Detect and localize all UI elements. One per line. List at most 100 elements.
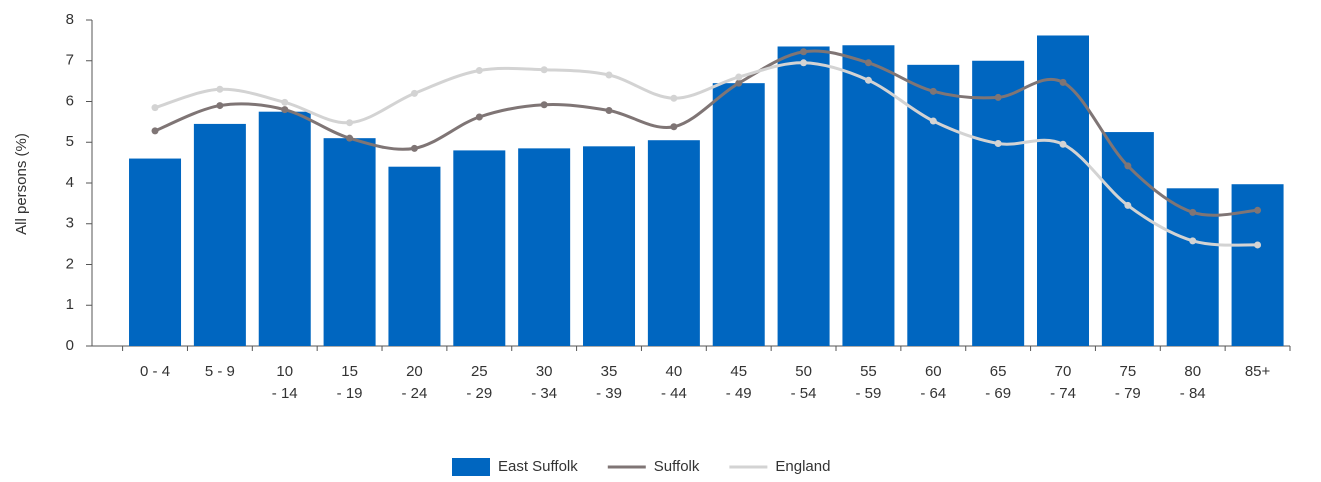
point (281, 106, 289, 114)
x-tick-label: 20 (406, 363, 423, 380)
x-tick-label: 45 (730, 363, 747, 380)
x-tick-label: 85+ (1245, 363, 1271, 380)
x-tick-label: - 64 (920, 385, 946, 402)
x-tick-label: - 79 (1115, 385, 1141, 402)
legend-label: England (775, 458, 830, 475)
x-tick-label: - 19 (337, 385, 363, 402)
bar (323, 138, 376, 346)
y-tick-label: 7 (66, 52, 74, 69)
bar (388, 166, 441, 346)
x-tick-label: 5 - 9 (205, 363, 235, 380)
bar (972, 60, 1025, 346)
y-tick-label: 5 (66, 133, 74, 150)
y-tick-label: 1 (66, 296, 74, 313)
x-tick-label: - 49 (726, 385, 752, 402)
x-tick-label: 75 (1120, 363, 1137, 380)
x-tick-label: 10 (276, 363, 293, 380)
point (800, 59, 808, 67)
x-tick-label: 15 (341, 363, 358, 380)
x-tick-label: 0 - 4 (140, 363, 170, 380)
point (1124, 162, 1132, 170)
x-tick-label: 70 (1055, 363, 1072, 380)
point (151, 104, 159, 112)
x-tick-label: - 14 (272, 385, 298, 402)
point (410, 144, 418, 152)
point (605, 71, 613, 79)
point (800, 48, 808, 56)
bar (583, 146, 636, 346)
y-tick-label: 8 (66, 11, 74, 28)
line (154, 49, 1258, 217)
legend-item: East Suffolk (452, 458, 578, 476)
x-tick-label: - 74 (1050, 385, 1076, 402)
x-tick-label: - 59 (856, 385, 882, 402)
point (1059, 140, 1067, 148)
point (216, 102, 224, 110)
point (994, 93, 1002, 101)
x-tick-label: - 39 (596, 385, 622, 402)
bar (453, 150, 506, 346)
bar (1037, 35, 1090, 347)
bar (647, 140, 700, 346)
bar (518, 148, 571, 346)
point (151, 127, 159, 135)
point (475, 113, 483, 121)
x-tick-label: - 44 (661, 385, 687, 402)
point (735, 73, 743, 81)
x-tick-label: 60 (925, 363, 942, 380)
point (216, 85, 224, 93)
point (540, 66, 548, 74)
point (1189, 208, 1197, 216)
x-tick-label: - 54 (791, 385, 817, 402)
x-tick-label: 55 (860, 363, 877, 380)
point (475, 67, 483, 75)
x-tick-label: - 84 (1180, 385, 1206, 402)
x-tick-label: 80 (1184, 363, 1201, 380)
bar (258, 111, 311, 346)
x-tick-label: - 24 (402, 385, 428, 402)
y-tick-label: 3 (66, 215, 74, 232)
point (540, 101, 548, 109)
point (346, 119, 354, 127)
x-tick-label: - 34 (531, 385, 557, 402)
y-tick-label: 2 (66, 255, 74, 272)
x-tick-label: 25 (471, 363, 488, 380)
point (670, 94, 678, 102)
x-tick-label: 50 (795, 363, 812, 380)
legend-item: Suffolk (607, 458, 700, 475)
y-tick-label: 0 (66, 337, 74, 354)
point (864, 76, 872, 84)
bar (777, 46, 830, 347)
point (605, 106, 613, 114)
x-tick-label: 40 (666, 363, 683, 380)
bar (712, 83, 765, 346)
point (410, 89, 418, 97)
y-axis-label: All persons (%) (13, 133, 30, 235)
bar (842, 45, 895, 346)
x-tick-label: 30 (536, 363, 553, 380)
point (994, 139, 1002, 147)
point (735, 79, 743, 87)
x-tick-label: - 69 (985, 385, 1011, 402)
point (1254, 241, 1262, 249)
y-tick-label: 4 (66, 174, 74, 191)
line (154, 61, 1258, 247)
bar (193, 123, 246, 346)
point (1254, 206, 1262, 214)
point (864, 59, 872, 67)
point (929, 117, 937, 125)
legend-swatch (452, 458, 490, 476)
bar (907, 64, 960, 346)
point (670, 123, 678, 131)
x-tick-label: 35 (601, 363, 618, 380)
point (929, 87, 937, 95)
point (1059, 78, 1067, 86)
x-tick-label: - 29 (466, 385, 492, 402)
legend-label: Suffolk (654, 458, 700, 475)
point (346, 134, 354, 142)
legend-item: England (729, 458, 830, 475)
bar (129, 158, 182, 346)
point (1189, 237, 1197, 245)
